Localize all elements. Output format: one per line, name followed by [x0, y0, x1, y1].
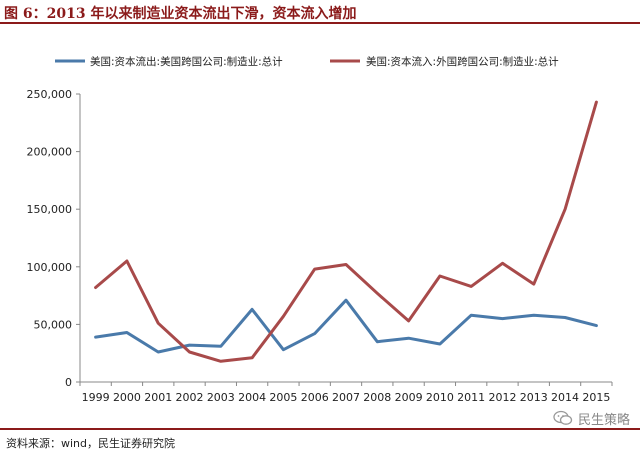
x-tick-label: 1999 [82, 391, 110, 404]
y-tick-label: 50,000 [34, 318, 73, 331]
legend-label: 美国:资本流入:外国跨国公司:制造业:总计 [366, 55, 559, 68]
y-tick-label: 100,000 [27, 261, 73, 274]
y-tick-label: 250,000 [27, 88, 73, 101]
y-tick-label: 0 [65, 376, 72, 389]
x-tick-label: 2009 [395, 391, 423, 404]
x-tick-label: 2012 [488, 391, 516, 404]
source-note: 资料来源：wind，民生证券研究院 [6, 437, 176, 450]
legend-label: 美国:资本流出:美国跨国公司:制造业:总计 [90, 55, 283, 68]
chart-area: 美国:资本流出:美国跨国公司:制造业:总计 美国:资本流入:外国跨国公司:制造业:… [0, 24, 640, 424]
x-tick-label: 2002 [176, 391, 204, 404]
x-tick-label: 2006 [301, 391, 329, 404]
wechat-icon [553, 410, 573, 425]
x-tick-label: 2010 [426, 391, 454, 404]
x-tick-label: 2013 [520, 391, 548, 404]
x-tick-label: 2014 [551, 391, 579, 404]
watermark: 民生策略 [553, 407, 630, 429]
x-tick-label: 2003 [207, 391, 235, 404]
figure-title-bar: 图 6：2013 年以来制造业资本流出下滑，资本流入增加 [0, 0, 640, 24]
watermark-text: 民生策略 [577, 412, 630, 428]
series-line [94, 100, 598, 363]
x-tick-label: 2015 [582, 391, 610, 404]
x-tick-label: 2004 [238, 391, 266, 404]
line-chart: 美国:资本流出:美国跨国公司:制造业:总计 美国:资本流入:外国跨国公司:制造业:… [27, 55, 613, 404]
y-tick-label: 150,000 [27, 203, 73, 216]
x-tick-label: 2005 [269, 391, 297, 404]
y-tick-label: 200,000 [27, 146, 73, 159]
x-tick-label: 2001 [144, 391, 172, 404]
series-line [94, 298, 598, 354]
x-tick-label: 2008 [363, 391, 391, 404]
x-tick-label: 2000 [113, 391, 141, 404]
figure-title: 图 6：2013 年以来制造业资本流出下滑，资本流入增加 [4, 6, 357, 22]
x-tick-label: 2011 [457, 391, 485, 404]
x-tick-label: 2007 [332, 391, 360, 404]
figure-footer: 资料来源：wind，民生证券研究院 [0, 428, 640, 451]
